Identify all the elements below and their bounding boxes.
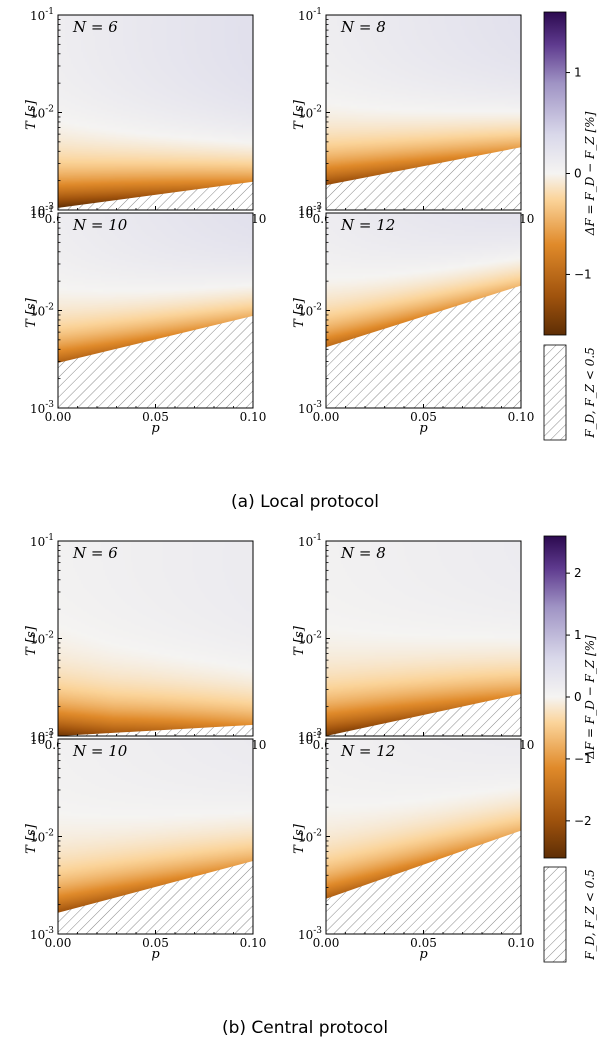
hatch-legend-swatch bbox=[543, 344, 567, 441]
panel-annotation: N = 12 bbox=[340, 216, 395, 234]
panel-annotation: N = 8 bbox=[340, 544, 386, 562]
panel-annotation: N = 10 bbox=[72, 742, 128, 760]
heatmap-panel-n12: 0.00 0.05 0.10 10-3 10-2 10-1 p T [s] N = 12 bbox=[292, 731, 534, 962]
colorbar-tick-label: 0 bbox=[574, 690, 582, 704]
heatmap-panel-n10: 0.00 0.05 0.10 10-3 10-2 10-1 p T [s] N = 10 bbox=[24, 731, 266, 962]
y-tick-label: 10-1 bbox=[298, 205, 322, 221]
panel-annotation: N = 12 bbox=[340, 742, 395, 760]
y-tick-label: 10-2 bbox=[30, 631, 54, 647]
colorbar-tick-label: −1 bbox=[574, 752, 592, 766]
y-tick-label: 10-3 bbox=[30, 400, 54, 416]
y-tick-label: 10-2 bbox=[298, 303, 322, 319]
colorbar-tick-label: 1 bbox=[574, 66, 582, 80]
panel-annotation: N = 6 bbox=[72, 18, 118, 36]
x-tick-label: 0.00 bbox=[313, 936, 340, 950]
x-axis-label: p bbox=[419, 421, 428, 436]
y-tick-label: 10-3 bbox=[298, 728, 322, 744]
x-axis-label: p bbox=[151, 421, 160, 436]
panel-annotation: N = 8 bbox=[340, 18, 386, 36]
x-axis-label: p bbox=[419, 947, 428, 962]
colorbar-tick-label: −2 bbox=[574, 814, 592, 828]
hatched-region-low-fidelity bbox=[58, 315, 253, 408]
x-tick-label: 0.10 bbox=[240, 410, 267, 424]
colorbar-tick-label: 1 bbox=[574, 628, 582, 642]
y-axis-label: T [s] bbox=[292, 297, 307, 328]
colorbar-label: ΔF = F_D − F_Z [%] bbox=[583, 111, 597, 236]
hatched-region-low-fidelity bbox=[58, 181, 253, 210]
hatched-region-low-fidelity bbox=[326, 147, 521, 210]
colorbar-gradient bbox=[543, 11, 567, 336]
x-tick-label: 0.05 bbox=[410, 410, 437, 424]
y-tick-label: 10-1 bbox=[30, 7, 54, 23]
hatched-region-low-fidelity bbox=[326, 285, 521, 408]
x-axis-label: p bbox=[151, 947, 160, 962]
x-tick-label: 0.05 bbox=[410, 936, 437, 950]
y-axis-label: T [s] bbox=[292, 625, 307, 656]
panel-annotation: N = 6 bbox=[72, 544, 118, 562]
caption-central: (b) Central protocol bbox=[222, 1018, 388, 1038]
hatched-region-low-fidelity bbox=[326, 693, 521, 736]
y-tick-label: 10-2 bbox=[30, 829, 54, 845]
colorbar-tick-label: 0 bbox=[574, 167, 582, 181]
y-tick-label: 10-2 bbox=[30, 105, 54, 121]
x-tick-label: 0.05 bbox=[142, 410, 169, 424]
x-tick-label: 0.10 bbox=[508, 936, 535, 950]
heatmap-field bbox=[58, 541, 253, 736]
x-tick-label: 0.05 bbox=[142, 936, 169, 950]
colorbar-central: −2 −1 0 1 2 ΔF = F_D − F_Z [%] F_D, F_Z < 0.5 bbox=[543, 535, 597, 963]
y-tick-label: 10-1 bbox=[298, 7, 322, 23]
y-tick-label: 10-1 bbox=[298, 731, 322, 747]
hatch-legend-swatch bbox=[543, 866, 567, 963]
hatch-legend-label: F_D, F_Z < 0.5 bbox=[583, 347, 597, 439]
colorbar-tick-label: 2 bbox=[574, 566, 582, 580]
y-tick-label: 10-2 bbox=[298, 105, 322, 121]
y-axis-label: T [s] bbox=[24, 99, 39, 130]
y-axis-label: T [s] bbox=[24, 823, 39, 854]
y-axis-label: T [s] bbox=[24, 297, 39, 328]
y-tick-label: 10-1 bbox=[30, 533, 54, 549]
colorbar-local: −1 0 1 ΔF = F_D − F_Z [%] F_D, F_Z < 0.5 bbox=[543, 11, 597, 441]
x-tick-label: 0.10 bbox=[240, 936, 267, 950]
y-tick-label: 10-3 bbox=[30, 202, 54, 218]
x-tick-label: 0.10 bbox=[508, 410, 535, 424]
hatched-region-low-fidelity bbox=[326, 830, 521, 934]
heatmap-panel-n10: 0.00 0.05 0.10 10-3 10-2 10-1 p T [s] N = 10 bbox=[24, 205, 266, 436]
y-tick-label: 10-2 bbox=[298, 829, 322, 845]
y-tick-label: 10-1 bbox=[30, 731, 54, 747]
x-tick-label: 0.00 bbox=[45, 936, 72, 950]
caption-local: (a) Local protocol bbox=[231, 492, 379, 512]
heatmap-field bbox=[58, 15, 253, 210]
y-axis-label: T [s] bbox=[24, 625, 39, 656]
hatched-region-low-fidelity bbox=[58, 861, 253, 934]
y-tick-label: 10-2 bbox=[30, 303, 54, 319]
y-tick-label: 10-1 bbox=[30, 205, 54, 221]
y-tick-label: 10-3 bbox=[298, 202, 322, 218]
y-axis-label: T [s] bbox=[292, 823, 307, 854]
colorbar-label: ΔF = F_D − F_Z [%] bbox=[583, 635, 597, 760]
colorbar-gradient bbox=[543, 535, 567, 859]
panel-annotation: N = 10 bbox=[72, 216, 128, 234]
x-tick-label: 0.00 bbox=[313, 410, 340, 424]
y-tick-label: 10-1 bbox=[298, 533, 322, 549]
x-tick-label: 0.00 bbox=[45, 410, 72, 424]
y-tick-label: 10-3 bbox=[30, 926, 54, 942]
y-tick-label: 10-3 bbox=[298, 926, 322, 942]
hatched-region-low-fidelity bbox=[58, 724, 253, 736]
hatch-legend-label: F_D, F_Z < 0.5 bbox=[583, 869, 597, 961]
y-tick-label: 10-3 bbox=[30, 728, 54, 744]
colorbar-tick-label: −1 bbox=[574, 267, 592, 281]
y-tick-label: 10-2 bbox=[298, 631, 322, 647]
y-axis-label: T [s] bbox=[292, 99, 307, 130]
heatmap-panel-n12: 0.00 0.05 0.10 10-3 10-2 10-1 p T [s] N = 12 bbox=[292, 205, 534, 436]
y-tick-label: 10-3 bbox=[298, 400, 322, 416]
